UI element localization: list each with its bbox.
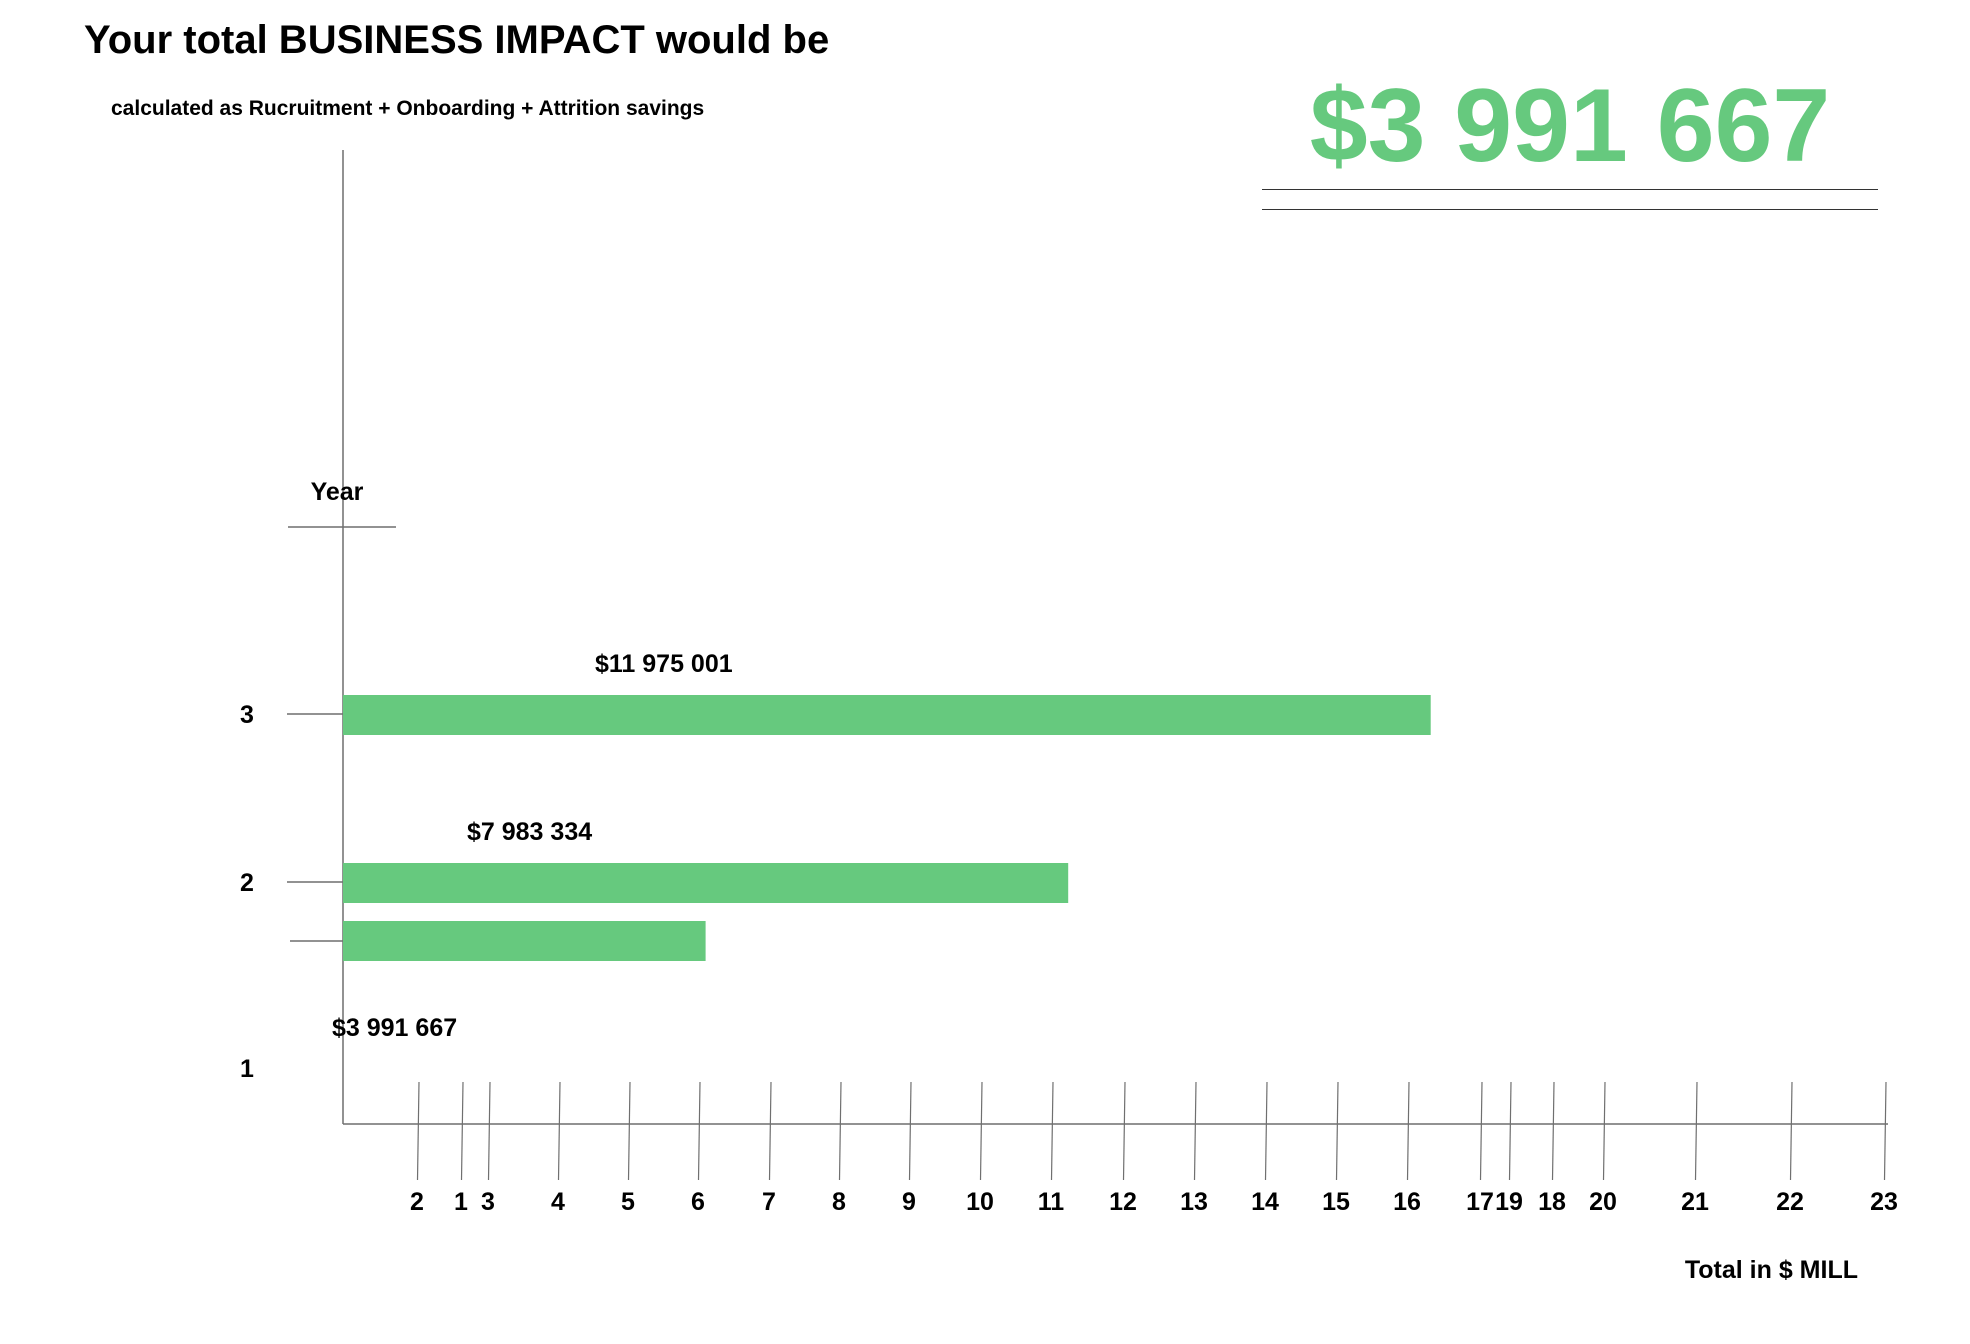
x-tick-mark: [1883, 1081, 1887, 1181]
x-tick-mark: [1694, 1081, 1698, 1181]
x-axis-title: Total in $ MILL: [1685, 1256, 1858, 1284]
x-tick-label: 1: [454, 1188, 468, 1216]
x-tick-mark: [627, 1081, 631, 1181]
x-tick-mark: [1050, 1081, 1054, 1181]
x-tick-label: 3: [481, 1188, 495, 1216]
y-tick-label-3: 3: [240, 701, 254, 729]
x-tick-label: 18: [1538, 1188, 1566, 1216]
x-tick-label: 6: [691, 1188, 705, 1216]
bar-year-2: [343, 863, 1069, 903]
total-underline-bottom: [1262, 209, 1878, 210]
x-tick-mark: [768, 1081, 772, 1181]
page-subtitle: calculated as Rucruitment + Onboarding +…: [111, 97, 705, 120]
x-tick-mark: [1193, 1081, 1197, 1181]
bar-year-3: [343, 695, 1431, 735]
x-tick-mark: [1789, 1081, 1793, 1181]
x-tick-mark: [697, 1081, 701, 1181]
x-tick-label: 17: [1466, 1188, 1494, 1216]
x-tick-mark: [908, 1081, 912, 1181]
x-tick-mark: [1602, 1081, 1606, 1181]
x-tick-mark: [1335, 1081, 1339, 1181]
x-tick-mark: [487, 1081, 491, 1181]
x-tick-label: 4: [551, 1188, 565, 1216]
x-tick-label: 9: [902, 1188, 916, 1216]
x-tick-label: 12: [1109, 1188, 1137, 1216]
x-tick-mark: [416, 1081, 420, 1181]
bar-year-1: [343, 921, 706, 961]
x-tick-label: 11: [1038, 1188, 1065, 1216]
x-tick-label: 15: [1322, 1188, 1350, 1216]
x-tick-mark: [838, 1081, 842, 1181]
x-tick-label: 16: [1393, 1188, 1421, 1216]
total-underline-top: [1262, 189, 1878, 190]
x-tick-label: 2: [410, 1188, 424, 1216]
x-tick-label: 7: [762, 1188, 776, 1216]
x-tick-mark: [979, 1081, 983, 1181]
x-tick-label: 13: [1180, 1188, 1208, 1216]
x-tick-label: 10: [966, 1188, 994, 1216]
y-axis-title: Year: [311, 478, 364, 506]
x-tick-mark: [557, 1081, 561, 1181]
x-tick-label: 22: [1776, 1188, 1804, 1216]
bar-value-label-year-2: $7 983 334: [467, 818, 592, 846]
bar-value-label-year-3: $11 975 001: [595, 650, 733, 678]
x-tick-mark: [1122, 1081, 1126, 1181]
x-tick-mark: [1551, 1081, 1555, 1181]
x-tick-label: 21: [1681, 1188, 1709, 1216]
page-title: Your total BUSINESS IMPACT would be: [84, 18, 830, 62]
x-tick-label: 14: [1251, 1188, 1279, 1216]
x-tick-mark: [1264, 1081, 1268, 1181]
total-impact-value: $3 991 667: [1309, 68, 1831, 184]
x-tick-label: 20: [1589, 1188, 1617, 1216]
bar-value-label-year-1: $3 991 667: [332, 1014, 457, 1042]
x-tick-mark: [1479, 1081, 1483, 1181]
x-tick-mark: [460, 1081, 464, 1181]
x-tick-label: 5: [621, 1188, 635, 1216]
y-tick-label-1: 1: [240, 1055, 254, 1083]
x-tick-label: 23: [1870, 1188, 1898, 1216]
y-tick-label-2: 2: [240, 869, 254, 897]
x-tick-mark: [1508, 1081, 1512, 1181]
x-tick-label: 8: [832, 1188, 846, 1216]
x-tick-mark: [1406, 1081, 1410, 1181]
x-tick-label: 19: [1495, 1188, 1523, 1216]
